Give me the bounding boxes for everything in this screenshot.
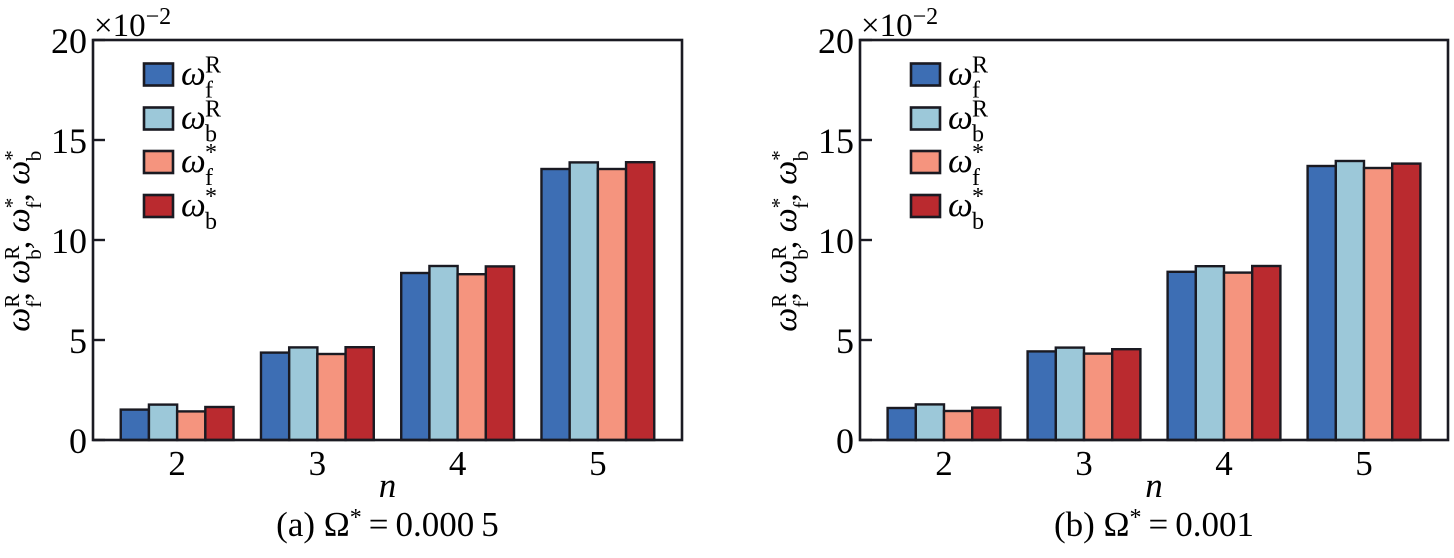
svg-text:ω: ω	[948, 141, 973, 180]
svg-text:b: b	[205, 122, 217, 148]
svg-text:ω: ω	[948, 185, 973, 224]
svg-text:15: 15	[51, 121, 87, 161]
svg-text:*: *	[205, 140, 217, 166]
svg-text:20: 20	[818, 21, 854, 61]
svg-text:5: 5	[589, 444, 607, 483]
svg-text:3: 3	[309, 444, 327, 483]
svg-text:20: 20	[51, 21, 87, 61]
svg-text:R: R	[972, 97, 988, 123]
svg-text:f: f	[205, 165, 213, 191]
svg-text:R: R	[972, 53, 988, 79]
svg-text:5: 5	[69, 321, 87, 361]
svg-text:*: *	[972, 184, 984, 210]
svg-text:4: 4	[1215, 444, 1233, 483]
svg-text:n: n	[1145, 466, 1163, 505]
svg-text:10: 10	[818, 221, 854, 261]
svg-text:4: 4	[449, 444, 467, 483]
svg-text:3: 3	[1075, 444, 1093, 483]
svg-text:ω: ω	[181, 54, 206, 93]
svg-text:10: 10	[51, 221, 87, 261]
svg-text:5: 5	[836, 321, 854, 361]
svg-text:ω: ω	[181, 141, 206, 180]
svg-text:2: 2	[935, 444, 953, 483]
svg-text:*: *	[205, 184, 217, 210]
svg-text:5: 5	[1355, 444, 1373, 483]
svg-text:0: 0	[69, 421, 87, 461]
svg-text:b: b	[972, 209, 984, 235]
svg-text:15: 15	[818, 121, 854, 161]
svg-text:ω: ω	[948, 54, 973, 93]
svg-text:b: b	[205, 209, 217, 235]
svg-text:2: 2	[168, 444, 186, 483]
svg-text:ω: ω	[948, 98, 973, 137]
svg-text:R: R	[205, 53, 221, 79]
svg-text:(b) Ω* = 0.001: (b) Ω* = 0.001	[1054, 505, 1254, 544]
svg-text:f: f	[205, 78, 213, 104]
svg-text:f: f	[972, 78, 980, 104]
svg-text:(a) Ω* = 0.000 5: (a) Ω* = 0.000 5	[276, 505, 499, 544]
svg-text:b: b	[972, 122, 984, 148]
svg-text:0: 0	[836, 421, 854, 461]
svg-text:f: f	[972, 165, 980, 191]
svg-text:n: n	[379, 466, 397, 505]
svg-text:ω: ω	[181, 185, 206, 224]
svg-text:*: *	[972, 140, 984, 166]
svg-text:R: R	[205, 97, 221, 123]
svg-text:ω: ω	[181, 98, 206, 137]
